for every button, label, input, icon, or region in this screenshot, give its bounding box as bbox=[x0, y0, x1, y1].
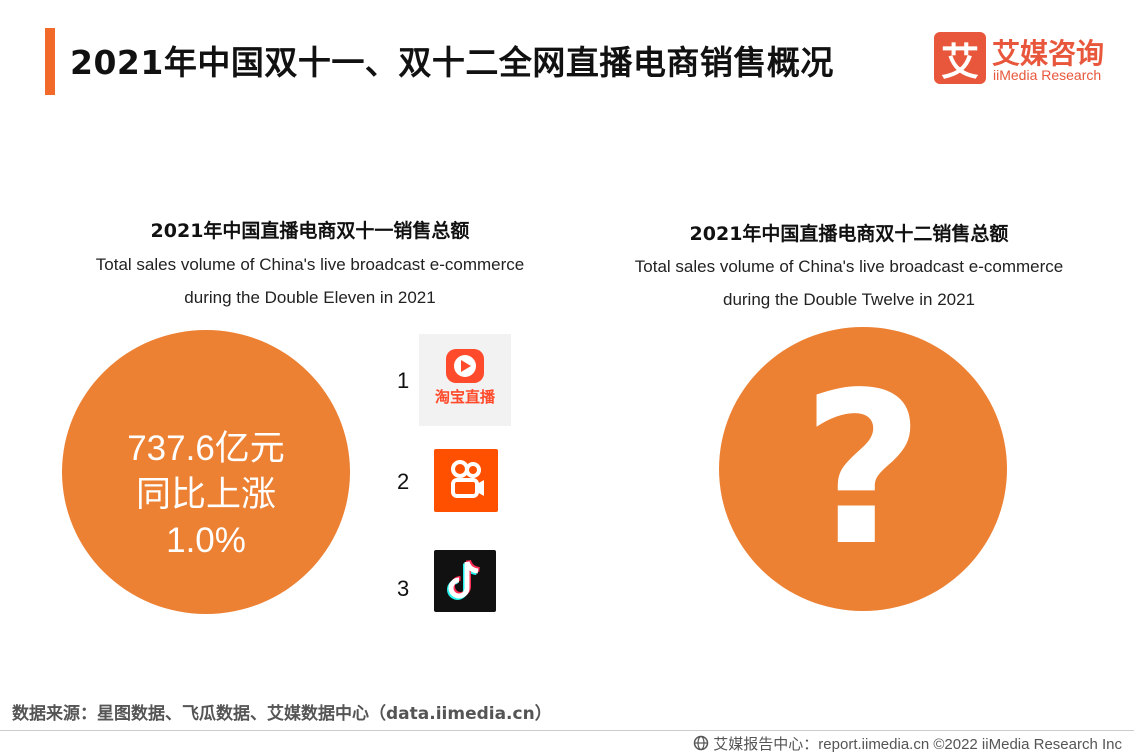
kuaishou-icon bbox=[434, 449, 498, 512]
double-twelve-sales-circle: ? bbox=[719, 327, 1007, 611]
yoy-value: 1.0% bbox=[166, 521, 246, 560]
rank-1-number: 1 bbox=[397, 368, 410, 393]
globe-icon bbox=[693, 735, 709, 755]
rank-2-number: 2 bbox=[397, 469, 410, 494]
right-subtitle-line2: during the Double Twelve in 2021 bbox=[722, 290, 976, 309]
logo-english-name: iiMedia Research bbox=[993, 67, 1102, 83]
taobao-live-icon: 淘宝直播 bbox=[419, 334, 511, 426]
rank-3-number: 3 bbox=[397, 576, 410, 601]
page-title: 2021年中国双十一、双十二全网直播电商销售概况 bbox=[70, 43, 834, 82]
footer-credit-text: 艾媒报告中心：report.iimedia.cn ©2022 iiMedia R… bbox=[713, 736, 1122, 753]
logo-chinese-name: 艾媒咨询 bbox=[992, 37, 1105, 70]
double-eleven-sales-circle: 737.6亿元 同比上涨 1.0% bbox=[62, 330, 350, 614]
yoy-label: 同比上涨 bbox=[135, 475, 276, 514]
douyin-icon bbox=[434, 550, 496, 612]
iimedia-logo: 艾 艾媒咨询 iiMedia Research bbox=[934, 32, 1114, 88]
title-accent-bar bbox=[45, 28, 55, 95]
right-subtitle-line1: Total sales volume of China's live broad… bbox=[634, 257, 1064, 276]
left-subtitle-line1: Total sales volume of China's live broad… bbox=[95, 255, 525, 274]
sales-amount: 737.6亿元 bbox=[127, 429, 285, 468]
taobao-live-label: 淘宝直播 bbox=[434, 388, 495, 406]
left-panel-title: 2021年中国直播电商双十一销售总额 bbox=[150, 220, 470, 242]
footer-divider bbox=[0, 730, 1134, 731]
right-panel-title: 2021年中国直播电商双十二销售总额 bbox=[689, 223, 1009, 245]
footer-credit: 艾媒报告中心：report.iimedia.cn ©2022 iiMedia R… bbox=[693, 733, 1122, 755]
left-panel-subtitle: Total sales volume of China's live broad… bbox=[40, 248, 580, 314]
left-subtitle-line2: during the Double Eleven in 2021 bbox=[184, 288, 436, 307]
logo-mark: 艾 bbox=[934, 32, 986, 84]
data-source: 数据来源：星图数据、飞瓜数据、艾媒数据中心（data.iimedia.cn） bbox=[12, 704, 552, 724]
right-panel-subtitle: Total sales volume of China's live broad… bbox=[579, 250, 1119, 316]
question-mark-icon: ? bbox=[802, 347, 924, 592]
